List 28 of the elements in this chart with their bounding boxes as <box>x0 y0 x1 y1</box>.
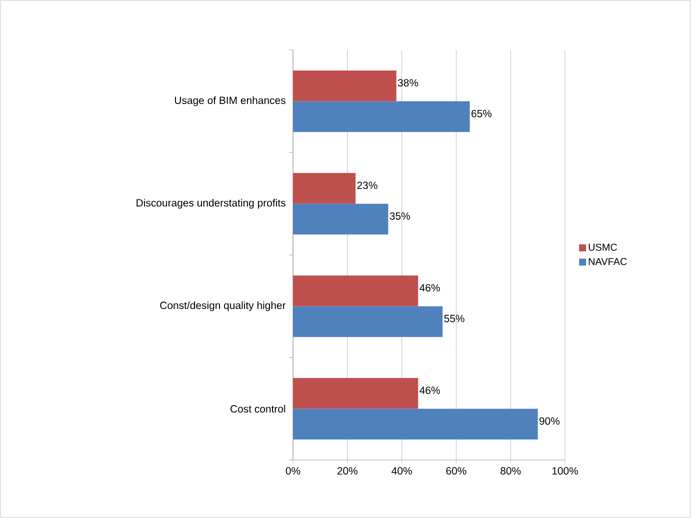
bar <box>293 275 418 306</box>
legend-label: USMC <box>588 244 618 251</box>
data-label: 90% <box>539 417 560 425</box>
y-tick-label: Usage of BIM enhances <box>174 96 286 106</box>
legend-label: NAVFAC <box>588 258 627 266</box>
x-tick-label: 20% <box>337 467 358 475</box>
y-tick-label: Discourages understating profits <box>136 198 286 209</box>
data-label: 23% <box>357 182 378 189</box>
y-tick-label: Cost control <box>230 404 286 413</box>
x-tick-label: 60% <box>446 467 466 475</box>
x-tick-label: 0% <box>286 467 300 475</box>
x-tick-label: 40% <box>392 467 412 475</box>
data-label: 55% <box>444 314 464 322</box>
bar <box>293 408 538 440</box>
data-label: 46% <box>420 386 440 394</box>
bar <box>293 378 418 409</box>
bar <box>293 70 396 102</box>
x-tick-label: 100% <box>552 467 578 475</box>
bar <box>293 306 443 337</box>
data-label: 35% <box>390 212 410 220</box>
bar <box>293 204 388 234</box>
data-label: 46% <box>420 284 440 292</box>
y-tick-label: Const/design quality higher <box>160 301 286 312</box>
bar <box>293 101 470 132</box>
bar <box>293 172 356 204</box>
data-label: 65% <box>472 110 492 118</box>
data-label: 38% <box>398 79 418 86</box>
x-tick-label: 80% <box>500 467 521 475</box>
